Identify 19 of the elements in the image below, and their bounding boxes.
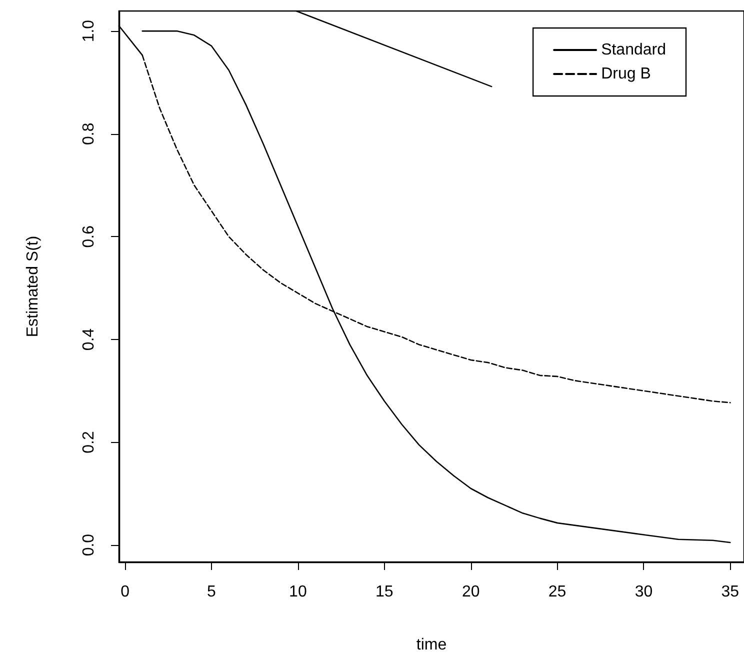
y-tick-label: 0.0 bbox=[80, 534, 98, 556]
x-tick-label: 30 bbox=[634, 584, 653, 600]
x-tick-label: 35 bbox=[721, 584, 740, 600]
x-tick-label: 25 bbox=[548, 584, 566, 600]
y-tick-label: 0.2 bbox=[80, 431, 98, 454]
legend-label: Standard bbox=[601, 42, 666, 58]
x-tick-label: 5 bbox=[207, 584, 216, 600]
x-tick-label: 0 bbox=[120, 584, 130, 600]
x-tick-label: 10 bbox=[289, 584, 307, 600]
x-tick-label: 15 bbox=[375, 584, 394, 600]
y-tick-label: 0.4 bbox=[80, 328, 98, 351]
y-tick-label: 0.6 bbox=[80, 225, 98, 248]
y-tick-label: 1.0 bbox=[80, 20, 98, 42]
x-axis-title: time bbox=[416, 636, 447, 654]
y-tick-label: 0.8 bbox=[80, 122, 98, 145]
legend-label: Drug B bbox=[601, 66, 651, 82]
y-axis-title: Estimated S(t) bbox=[24, 236, 42, 338]
x-tick-label: 20 bbox=[462, 584, 480, 600]
line-series bbox=[142, 30, 731, 544]
